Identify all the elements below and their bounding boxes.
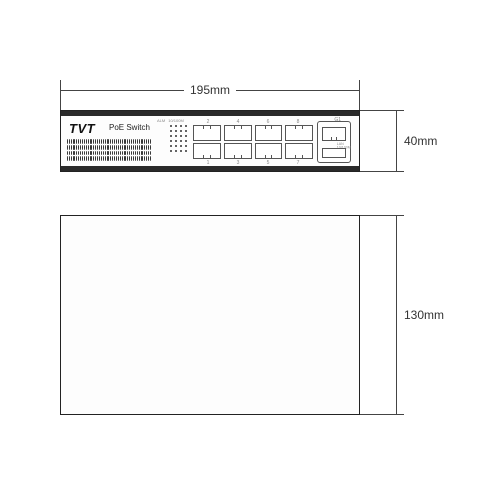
brand-logo: TVT — [69, 121, 95, 136]
top-view — [60, 215, 360, 415]
uplink-sfp — [322, 148, 346, 158]
dimension-width-label: 195mm — [184, 83, 236, 97]
dimension-front-height-label: 40mm — [404, 134, 437, 148]
ventilation-grid — [67, 139, 151, 161]
port-numbers-bottom: 1357 — [193, 160, 313, 166]
panel-bottom-bar — [61, 166, 359, 171]
led-column-headers: ALM 10/100M — [157, 118, 184, 123]
led-header-left: ALM — [157, 118, 165, 123]
rj45-port — [193, 125, 221, 141]
rj45-port — [255, 125, 283, 141]
uplink-cage: LAN 10/100M — [317, 121, 351, 163]
dimension-width: 195mm — [60, 80, 360, 100]
dimension-depth: 130mm — [380, 215, 440, 415]
led-matrix — [157, 125, 187, 152]
rj45-port — [224, 143, 252, 159]
rj45-port — [193, 143, 221, 159]
led-header-right: 10/100M — [168, 118, 184, 123]
dimension-depth-label: 130mm — [404, 308, 444, 322]
rj45-port — [285, 125, 313, 141]
dimension-front-height: 40mm — [380, 110, 420, 172]
product-label: PoE Switch — [109, 123, 150, 132]
uplink-rj45 — [322, 127, 346, 141]
rj45-port — [224, 125, 252, 141]
rj45-port — [255, 143, 283, 159]
rj45-port — [285, 143, 313, 159]
poe-ports — [193, 125, 313, 159]
panel-top-bar — [61, 111, 359, 116]
diagram-canvas: 195mm TVT PoE Switch ALM 10/100M 2468 13… — [0, 0, 500, 500]
front-panel: TVT PoE Switch ALM 10/100M 2468 1357 G1 … — [60, 110, 360, 172]
